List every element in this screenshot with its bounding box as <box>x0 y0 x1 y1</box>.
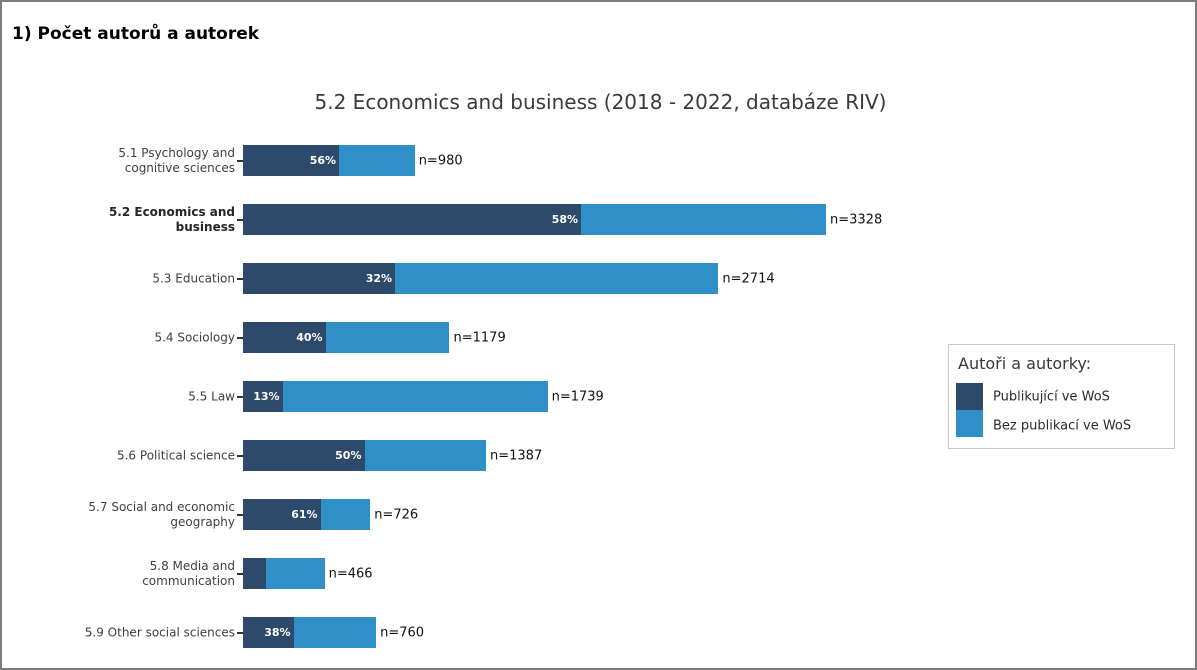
bar-segment-wos <box>243 558 266 589</box>
bar-segment-wos: 58% <box>243 204 582 235</box>
n-label: n=2714 <box>722 271 775 286</box>
category-label: 5.1 Psychology and cognitive sciences <box>118 145 235 175</box>
category-label: 5.9 Other social sciences <box>84 625 235 639</box>
legend-label-no-wos: Bez publikací ve WoS <box>993 418 1132 434</box>
pct-label: 38% <box>264 626 291 639</box>
n-label: n=1179 <box>453 330 506 345</box>
pct-label: 50% <box>335 449 362 462</box>
bar-segment-no-wos <box>282 381 548 412</box>
pct-label: 56% <box>309 154 337 167</box>
bar-segment-wos: 40% <box>243 322 326 353</box>
legend-title: Autoři a autorky: <box>958 354 1092 373</box>
pct-label: 32% <box>365 272 393 285</box>
n-label: n=1739 <box>551 389 604 404</box>
bar-segment-wos: 56% <box>243 145 340 176</box>
n-label: n=760 <box>380 625 425 640</box>
bar-segment-wos: 32% <box>243 263 396 294</box>
bar-segment-no-wos <box>293 617 377 648</box>
bar-row: 5.6 Political science 50% n=1387 <box>2 440 1195 471</box>
bar-row: 5.4 Sociology 40% n=1179 <box>2 322 1195 353</box>
category-label: 5.3 Education <box>152 271 235 285</box>
category-label: 5.5 Law <box>188 389 235 403</box>
axis-tick <box>237 395 245 398</box>
bar-segment-wos: 13% <box>243 381 283 412</box>
bar-row: 5.3 Education 32% n=2714 <box>2 263 1195 294</box>
legend-box: Autoři a autorky: Publikující ve WoS Bez… <box>948 344 1175 449</box>
axis-tick <box>237 454 245 457</box>
bar-segment-no-wos <box>320 499 371 530</box>
n-label: n=3328 <box>830 212 883 227</box>
axis-tick <box>237 277 245 280</box>
n-label: n=980 <box>418 153 463 168</box>
axis-tick <box>237 631 245 634</box>
bar-segment-no-wos <box>581 204 826 235</box>
category-label: 5.6 Political science <box>116 448 235 462</box>
category-label: 5.4 Sociology <box>154 330 235 344</box>
bar-row: 5.7 Social and economic geography 61% n=726 <box>2 499 1195 530</box>
n-label: n=726 <box>374 507 419 522</box>
pct-label: 13% <box>253 390 280 403</box>
page-title: 1) Počet autorů a autorek <box>12 24 260 44</box>
bar-segment-no-wos <box>339 145 415 176</box>
bar-row: 5.9 Other social sciences 38% n=760 <box>2 617 1195 648</box>
bar-segment-no-wos <box>364 440 486 471</box>
axis-tick <box>237 572 245 575</box>
n-label: n=1387 <box>490 448 543 463</box>
bar-row: 5.8 Media and communication n=466 <box>2 558 1195 589</box>
pct-label: 40% <box>296 331 323 344</box>
bar-segment-no-wos <box>395 263 719 294</box>
bar-row: 5.2 Economics and business 58% n=3328 <box>2 204 1195 235</box>
legend-label-wos: Publikující ve WoS <box>993 389 1110 405</box>
axis-tick <box>237 336 245 339</box>
bar-segment-no-wos <box>325 322 450 353</box>
chart-title: 5.2 Economics and business (2018 - 2022,… <box>314 90 887 114</box>
bar-segment-wos: 38% <box>243 617 294 648</box>
bar-row: 5.5 Law 13% n=1739 <box>2 381 1195 412</box>
pct-label: 61% <box>291 508 318 521</box>
legend-swatch-no-wos <box>956 410 983 437</box>
category-label: 5.2 Economics and business <box>108 204 235 234</box>
bar-segment-wos: 61% <box>243 499 321 530</box>
bar-row: 5.1 Psychology and cognitive sciences 56% n… <box>2 145 1195 176</box>
bar-segment-no-wos <box>265 558 325 589</box>
pct-label: 58% <box>551 213 579 226</box>
n-label: n=466 <box>328 566 373 581</box>
axis-tick <box>237 159 245 162</box>
axis-tick <box>237 218 245 221</box>
axis-tick <box>237 513 245 516</box>
legend-swatch-wos <box>956 383 983 410</box>
category-label: 5.8 Media and communication <box>142 558 235 588</box>
category-label: 5.7 Social and economic geography <box>88 499 235 529</box>
bar-segment-wos: 50% <box>243 440 365 471</box>
